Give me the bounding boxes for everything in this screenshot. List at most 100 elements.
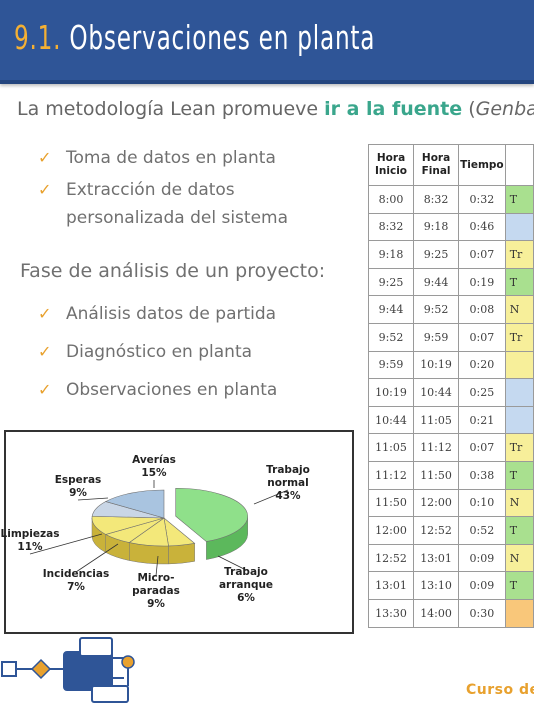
table-row: 9:59 10:19 0:20: [367, 350, 534, 380]
cell-start: 13:30: [367, 598, 415, 628]
cell-activity: T: [504, 267, 534, 297]
cell-time: 0:25: [458, 378, 506, 407]
cell-time: 0:38: [458, 460, 506, 490]
cell-activity: Tr: [504, 433, 534, 462]
cell-activity: N: [504, 295, 534, 324]
time-observation-table: Hora Inicio Hora Final Tiempo 8:00 8:32 0:32 T 8…: [367, 144, 534, 628]
cell-activity: [504, 598, 534, 628]
cell-time: 0:52: [458, 516, 506, 545]
cell-start: 12:00: [367, 516, 415, 545]
intro-highlight: ir a la fuente: [324, 98, 463, 120]
cell-end: 12:52: [413, 516, 460, 545]
pie-label-line: Limpiezas: [0, 528, 60, 540]
pie-label: Trabajo normal 43%: [248, 464, 328, 503]
table-row: 9:52 9:59 0:07 Tr: [367, 322, 534, 352]
table-row: 12:52 13:01 0:09 N: [367, 543, 534, 573]
cell-end: 11:50: [413, 460, 460, 490]
cell-start: 10:19: [367, 378, 415, 407]
slide-title: 9.1. Observaciones en planta: [14, 18, 375, 57]
cell-start: 9:52: [367, 322, 415, 352]
pie-slice: [104, 489, 165, 519]
table-row: 11:12 11:50 0:38 T: [367, 460, 534, 490]
table-row: 9:18 9:25 0:07 Tr: [367, 240, 534, 269]
cell-end: 14:00: [413, 598, 460, 628]
intro-paren: (: [462, 98, 476, 120]
table-row: 13:01 13:10 0:09 T: [367, 571, 534, 600]
pie-label-line: Trabajo: [266, 464, 310, 476]
cell-end: 10:44: [413, 378, 460, 407]
cell-start: 11:05: [367, 433, 415, 462]
pie-label-line: 7%: [67, 581, 85, 593]
cell-time: 0:07: [458, 240, 506, 269]
bullet-text: Análisis datos de partida: [66, 304, 277, 324]
pie-slice-side: [168, 543, 195, 565]
cell-time: 0:32: [458, 185, 506, 214]
table-row: 13:30 14:00 0:30: [367, 598, 534, 628]
table-row: 11:05 11:12 0:07 Tr: [367, 433, 534, 462]
bullet-item: ✓ Diagnóstico en planta: [38, 338, 358, 366]
process-diagram-logo: [1, 637, 135, 703]
pie-leader-line: [75, 543, 119, 573]
check-icon: ✓: [38, 342, 52, 361]
pie-label-line: 43%: [275, 490, 301, 502]
pie-label-line: paradas: [132, 585, 180, 597]
bullet-text: Extracción de datos personalizada del si…: [66, 180, 289, 228]
pie-chart: Trabajo normal 43% Trabajo arranque 6% Micro-p…: [1, 430, 354, 634]
bullet-list-top: ✓ Toma de datos en planta ✓ Extracción de …: [38, 144, 358, 236]
bullet-item: ✓ Observaciones en planta: [38, 376, 358, 404]
cell-activity: N: [504, 543, 534, 573]
cell-time: 0:07: [458, 433, 506, 462]
cell-activity: Tr: [504, 240, 534, 269]
cell-activity: T: [504, 185, 534, 214]
cell-end: 8:32: [413, 185, 460, 214]
cell-start: 8:00: [367, 185, 415, 214]
pie-label-line: 6%: [237, 592, 255, 604]
footer-course-label: Curso de: [466, 682, 534, 698]
intro-text: La metodología Lean promueve ir a la fue…: [17, 98, 534, 120]
pie-leader-line: [77, 497, 109, 501]
cell-time: 0:09: [458, 543, 506, 573]
cell-time: 0:30: [458, 598, 506, 628]
logo-box-left: [1, 661, 17, 677]
pie-label: Limpiezas 11%: [0, 528, 70, 554]
cell-activity: Tr: [504, 322, 534, 352]
pie-label-line: 9%: [69, 487, 87, 499]
bullet-item: ✓ Toma de datos en planta: [38, 144, 358, 172]
pie-leader-line: [253, 489, 289, 505]
pie-label: Averías 15%: [114, 454, 194, 480]
cell-end: 10:19: [413, 350, 460, 380]
slide-header: 9.1. Observaciones en planta: [0, 0, 534, 84]
check-icon: ✓: [38, 304, 52, 323]
cell-activity: [504, 405, 534, 435]
table-header-cell: [504, 144, 534, 186]
table-row: 9:25 9:44 0:19 T: [367, 267, 534, 297]
bullet-item: ✓ Análisis datos de partida: [38, 300, 358, 328]
cell-time: 0:08: [458, 295, 506, 324]
cell-activity: T: [504, 460, 534, 490]
table-row: 8:32 9:18 0:46: [367, 212, 534, 242]
check-icon: ✓: [38, 380, 52, 399]
bullet-text: Toma de datos en planta: [66, 148, 276, 168]
bullet-list-phase: ✓ Análisis datos de partida ✓ Diagnóstico …: [38, 300, 358, 408]
cell-end: 9:59: [413, 322, 460, 352]
cell-end: 9:18: [413, 212, 460, 242]
cell-time: 0:10: [458, 488, 506, 518]
cell-start: 9:44: [367, 295, 415, 324]
section-number: 9.1.: [14, 18, 62, 57]
cell-start: 10:44: [367, 405, 415, 435]
pie-label-line: normal: [267, 477, 309, 489]
bullet-text: Observaciones en planta: [66, 380, 278, 400]
cell-activity: [504, 212, 534, 242]
cell-start: 9:59: [367, 350, 415, 380]
cell-end: 12:00: [413, 488, 460, 518]
cell-time: 0:21: [458, 405, 506, 435]
pie-leader-line: [29, 533, 103, 555]
pie-label: Micro-paradas 9%: [116, 572, 196, 611]
pie-slice: [175, 487, 248, 542]
cell-end: 11:12: [413, 433, 460, 462]
pie-label-line: 11%: [17, 541, 43, 553]
cell-end: 13:01: [413, 543, 460, 573]
cell-time: 0:09: [458, 571, 506, 600]
pie-label: Incidencias 7%: [36, 568, 116, 594]
cell-activity: [504, 378, 534, 407]
